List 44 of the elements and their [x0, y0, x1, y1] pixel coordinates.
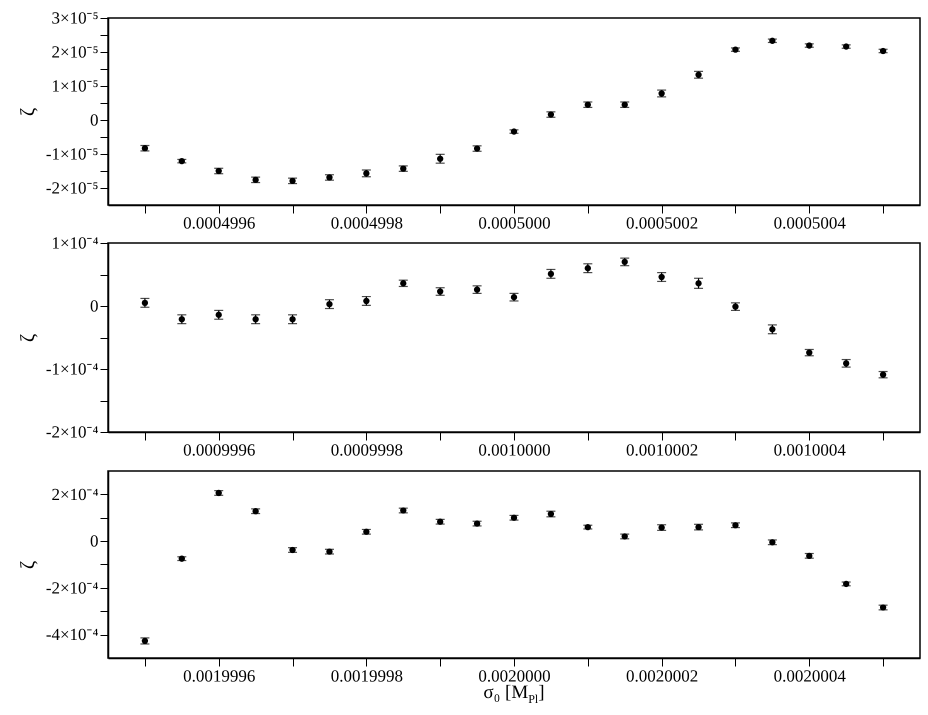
point	[548, 270, 554, 278]
x-tick-label: 0.0020004	[774, 666, 846, 686]
y-tick-label: 0	[90, 110, 98, 130]
y-tick-label: -2×10⁻⁵	[46, 178, 99, 198]
point	[695, 280, 702, 286]
y-axis-title: ζ	[16, 108, 39, 116]
y-tick-label: -1×10⁻⁴	[46, 360, 99, 378]
y-tick-label: -2×10⁻⁴	[46, 422, 99, 442]
x-tick-label: 0.0005004	[774, 214, 846, 232]
x-tick-label: 0.0004996	[183, 214, 256, 232]
x-tick-label: 0.0009996	[183, 440, 256, 460]
x-tick-label: 0.0010000	[478, 440, 551, 460]
point	[178, 316, 185, 322]
y-axis-title: ζ	[16, 560, 39, 570]
x-tick-label: 0.0005002	[626, 214, 698, 232]
y-tick-label: 0	[90, 532, 98, 551]
point	[142, 300, 148, 306]
y-tick-label: 1×10⁻⁴	[51, 234, 99, 252]
x-tick-label: 0.0005000	[478, 214, 551, 232]
x-tick-label: 0.0019998	[330, 666, 403, 686]
y-tick-label: -4×10⁻⁴	[46, 625, 99, 644]
x-tick-label: 0.0004998	[330, 214, 403, 232]
point	[289, 316, 296, 322]
point	[658, 274, 665, 280]
x-tick-label: 0.0010004	[774, 440, 846, 460]
y-tick-label: -1×10⁻⁵	[46, 144, 99, 164]
x-tick-label: 0.0020002	[626, 666, 698, 686]
x-tick-label: 0.0019996	[183, 666, 256, 686]
point	[252, 316, 259, 322]
y-tick-label: 2×10⁻⁵	[51, 42, 99, 62]
point	[584, 265, 591, 272]
point	[363, 298, 370, 304]
point	[216, 312, 222, 318]
x-tick-label: 0.0009998	[330, 440, 403, 460]
y-axis-title: ζ	[16, 334, 39, 342]
y-tick-label: 0	[90, 296, 98, 316]
y-tick-label: 3×10⁻⁵	[51, 8, 99, 28]
y-tick-label: 2×10⁻⁴	[51, 484, 99, 504]
point	[326, 300, 333, 308]
y-tick-label: 1×10⁻⁵	[51, 76, 99, 96]
point	[437, 156, 444, 162]
x-tick-label: 0.0010002	[626, 440, 698, 460]
point	[769, 326, 776, 332]
y-tick-label: -2×10⁻⁴	[46, 578, 99, 598]
